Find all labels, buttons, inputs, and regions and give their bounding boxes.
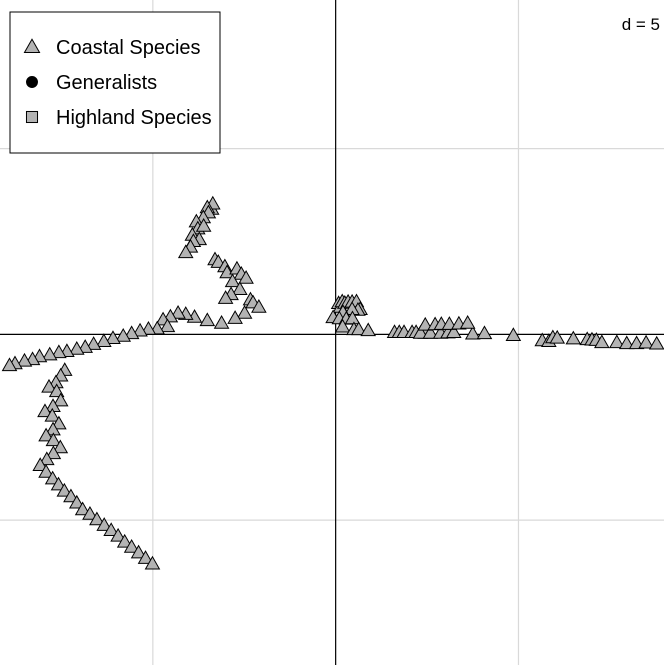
data-point: [85, 336, 102, 350]
data-point: [45, 445, 62, 460]
data-point: [609, 334, 625, 349]
data-point: [441, 316, 458, 330]
data-point: [459, 315, 476, 329]
data-point: [217, 290, 234, 304]
legend-marker-circle: [26, 76, 38, 88]
data-point: [360, 322, 377, 337]
data-point: [177, 244, 194, 259]
data-point: [74, 501, 91, 516]
data-point: [63, 488, 79, 503]
data-point: [110, 527, 126, 542]
data-point: [224, 273, 241, 288]
data-point: [213, 315, 230, 329]
data-point: [350, 321, 367, 336]
data-point: [48, 383, 65, 398]
data-point: [89, 511, 105, 526]
grid-scale-label: d = 5: [622, 15, 660, 34]
data-point: [227, 310, 243, 324]
data-point: [68, 494, 85, 509]
data-point: [648, 335, 664, 350]
data-point: [344, 310, 361, 325]
data-point: [38, 463, 54, 478]
legend-marker-triangle: [23, 38, 41, 53]
data-point: [1, 357, 18, 372]
data-point: [422, 325, 439, 339]
data-point: [41, 346, 58, 361]
data-point: [103, 522, 119, 537]
data-point: [38, 427, 54, 442]
data-point: [140, 320, 157, 335]
data-point: [50, 476, 67, 491]
data-point: [123, 539, 140, 553]
data-point: [77, 339, 94, 353]
data-point: [68, 341, 85, 355]
data-point: [130, 544, 147, 559]
data-point: [123, 325, 140, 340]
series-triangle-points: [1, 195, 664, 570]
legend-box: [9, 11, 221, 154]
legend: Coastal Species Generalists Highland Speci…: [9, 11, 221, 154]
points: [1, 195, 664, 570]
data-point: [232, 281, 248, 295]
data-point: [236, 304, 253, 319]
data-point: [594, 334, 610, 349]
data-point: [32, 457, 49, 472]
data-point: [412, 325, 429, 339]
data-point: [82, 505, 98, 520]
data-point: [115, 328, 132, 342]
data-point: [56, 482, 73, 497]
data-point: [96, 517, 113, 531]
data-point: [505, 327, 522, 342]
data-point: [51, 344, 67, 359]
data-point: [476, 325, 493, 340]
data-point: [618, 335, 635, 350]
data-point: [170, 304, 186, 319]
data-point: [96, 333, 112, 347]
data-point: [16, 352, 33, 367]
data-point: [105, 330, 121, 344]
data-point: [137, 550, 154, 564]
data-point: [38, 451, 55, 466]
data-point: [417, 316, 434, 331]
data-point: [238, 270, 254, 284]
data-point: [219, 264, 235, 279]
data-point: [41, 378, 57, 393]
data-point: [445, 324, 462, 339]
data-point: [144, 555, 161, 570]
legend-marker-square: [25, 110, 39, 124]
data-point: [251, 299, 267, 313]
data-point: [132, 322, 148, 337]
data-point: [195, 218, 212, 232]
data-point: [44, 407, 61, 422]
data-point: [464, 325, 481, 340]
data-point: [116, 533, 133, 548]
legend-label: Coastal Species: [56, 37, 201, 59]
data-point: [159, 318, 176, 333]
data-point: [52, 392, 69, 407]
data-point: [565, 330, 582, 345]
legend-label: Highland Species: [56, 107, 212, 129]
data-point: [549, 329, 566, 344]
data-point: [37, 403, 53, 418]
legend-label: Generalists: [56, 72, 157, 94]
data-point: [334, 318, 351, 333]
data-point: [52, 439, 69, 454]
data-point: [638, 334, 654, 349]
data-point: [199, 312, 216, 327]
